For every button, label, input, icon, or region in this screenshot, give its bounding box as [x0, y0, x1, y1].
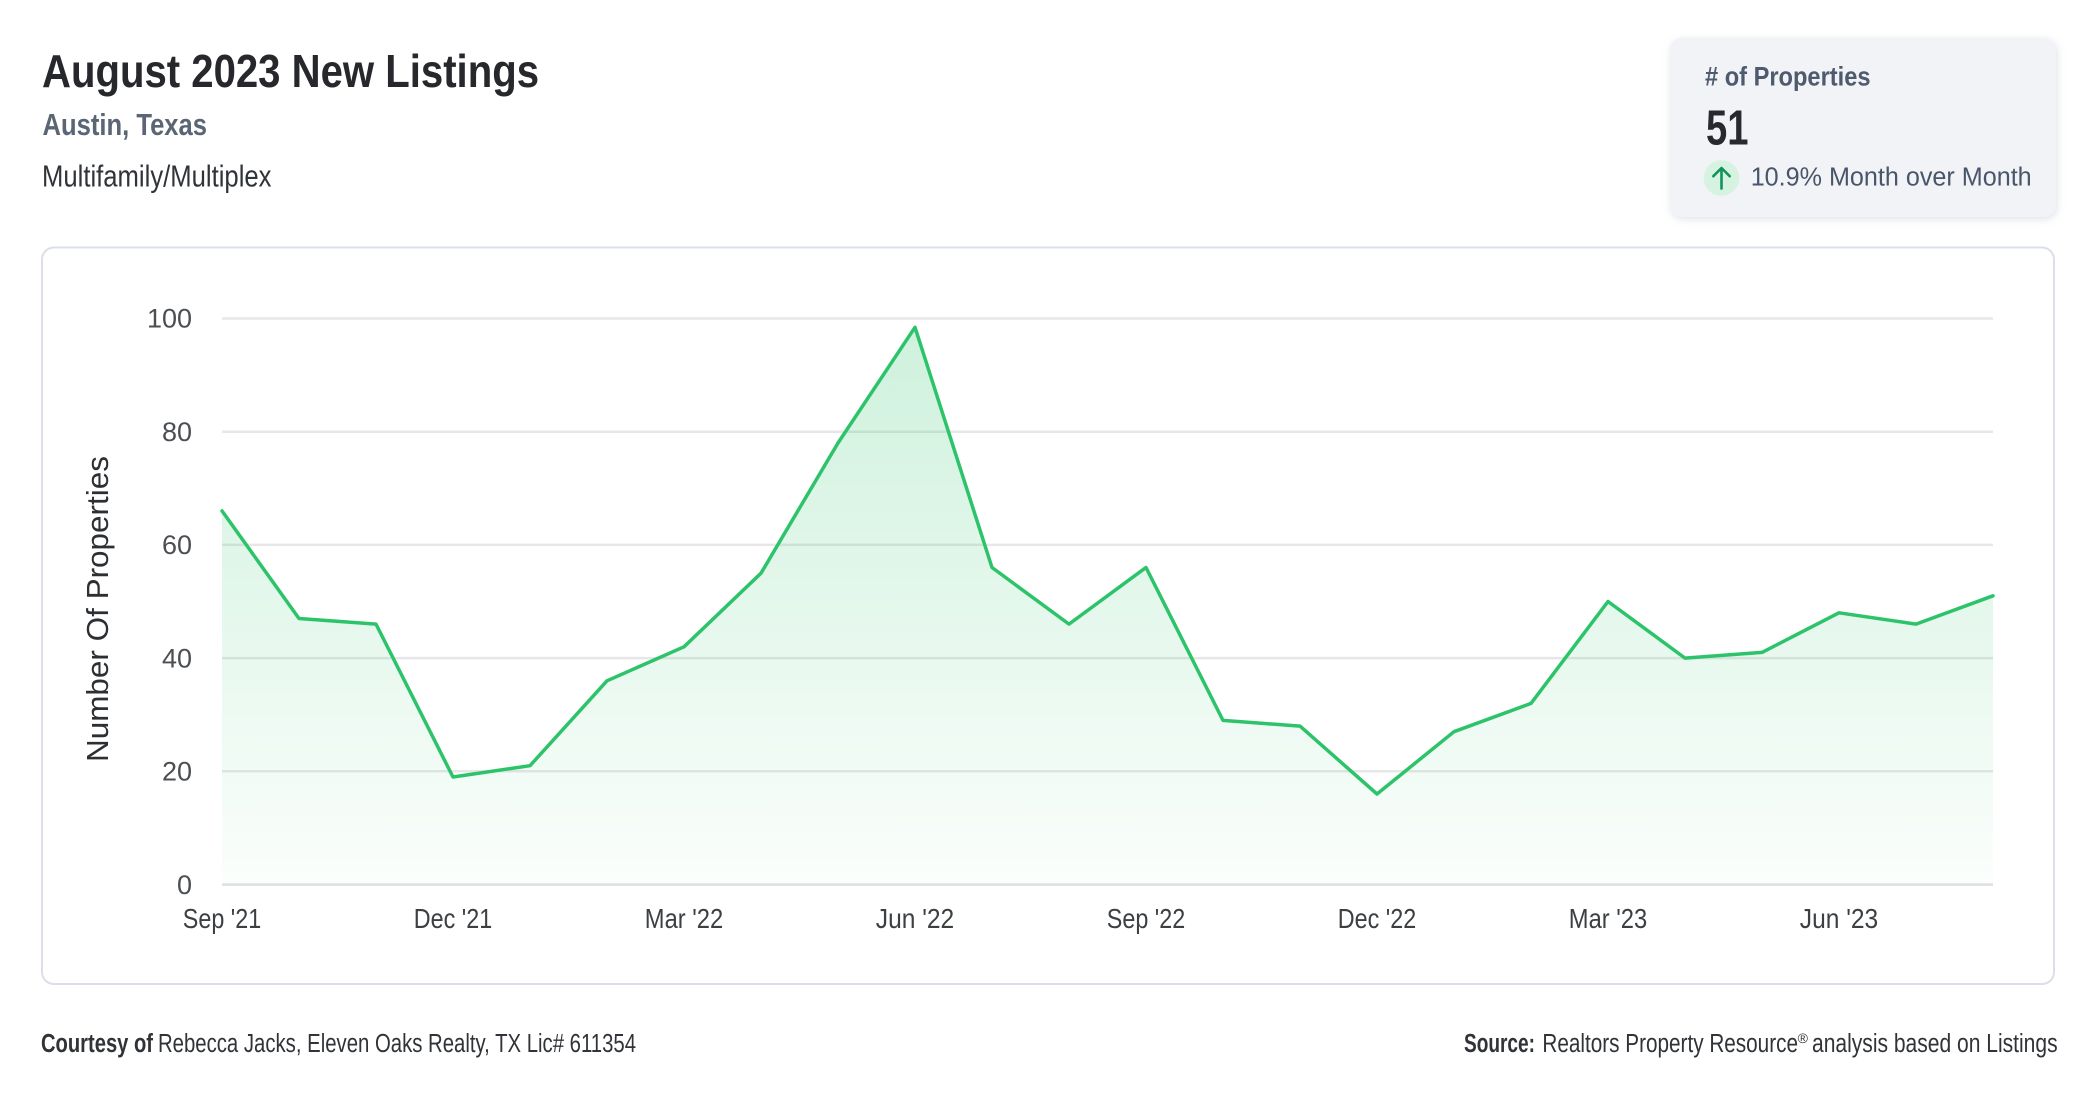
svg-text:Rebecca Jacks, Eleven Oaks Rea: Rebecca Jacks, Eleven Oaks Realty, TX Li… [158, 1030, 636, 1058]
svg-text:20: 20 [162, 757, 192, 787]
svg-text:Dec '22: Dec '22 [1338, 903, 1416, 934]
svg-text:®: ® [1798, 1030, 1809, 1046]
svg-text:Multifamily/Multiplex: Multifamily/Multiplex [42, 159, 272, 194]
svg-text:40: 40 [162, 643, 192, 673]
svg-text:Austin, Texas: Austin, Texas [43, 107, 208, 142]
svg-text:0: 0 [177, 870, 192, 900]
svg-text:51: 51 [1706, 102, 1749, 156]
svg-text:Mar '23: Mar '23 [1569, 903, 1647, 934]
svg-text:Source:: Source: [1464, 1030, 1535, 1058]
svg-text:Realtors Property Resource: Realtors Property Resource [1542, 1030, 1798, 1058]
svg-text:80: 80 [162, 417, 192, 447]
svg-text:Jun '23: Jun '23 [1800, 903, 1878, 934]
svg-text:# of Properties: # of Properties [1705, 62, 1871, 92]
svg-text:60: 60 [162, 530, 192, 560]
svg-text:August 2023 New Listings: August 2023 New Listings [42, 45, 539, 97]
svg-text:Number Of Properties: Number Of Properties [80, 456, 115, 762]
svg-text:Sep '22: Sep '22 [1107, 903, 1185, 934]
svg-text:Courtesy of: Courtesy of [41, 1030, 153, 1058]
svg-text:analysis based on Listings: analysis based on Listings [1812, 1030, 2058, 1058]
svg-text:Jun '22: Jun '22 [876, 903, 954, 934]
svg-text:10.9% Month over Month: 10.9% Month over Month [1751, 164, 2032, 192]
svg-text:100: 100 [147, 304, 192, 334]
svg-text:Mar '22: Mar '22 [645, 903, 723, 934]
svg-text:Dec '21: Dec '21 [414, 903, 492, 934]
svg-text:Sep '21: Sep '21 [183, 903, 261, 934]
